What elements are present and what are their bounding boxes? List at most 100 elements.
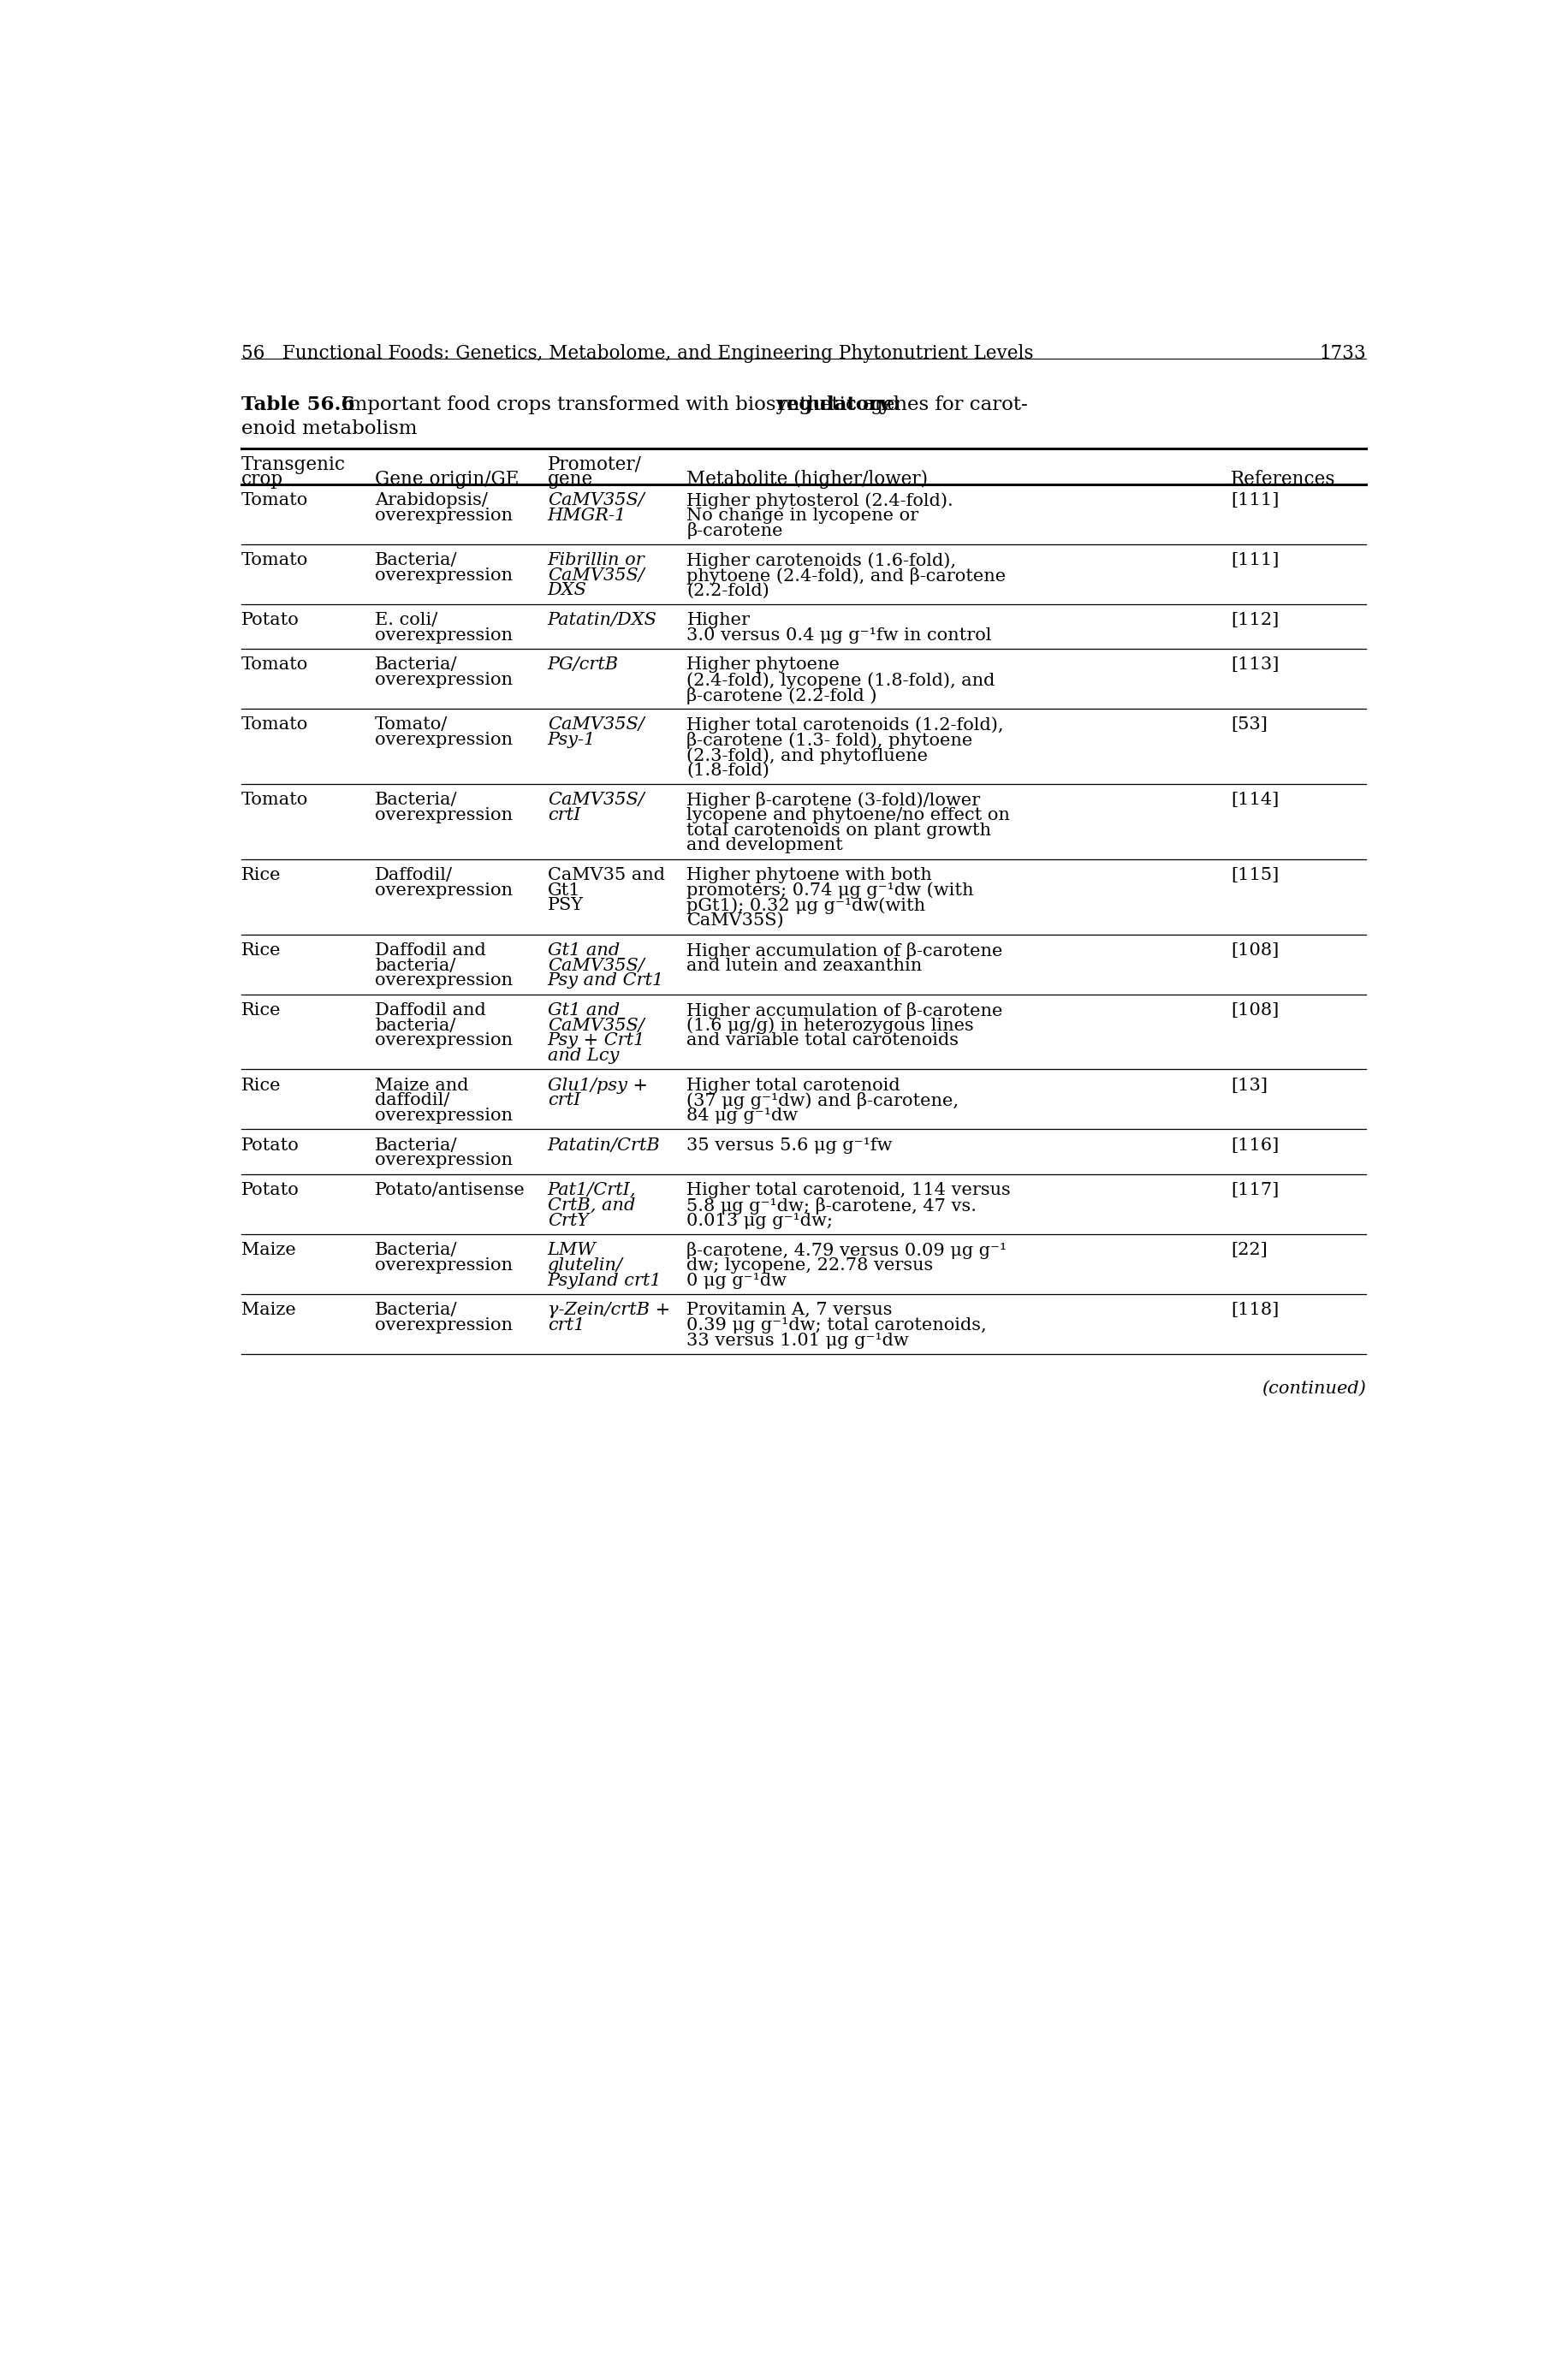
Text: CaMV35S/: CaMV35S/ bbox=[547, 1017, 644, 1034]
Text: Tomato: Tomato bbox=[241, 791, 307, 808]
Text: [108]: [108] bbox=[1231, 1003, 1279, 1019]
Text: [118]: [118] bbox=[1231, 1302, 1279, 1319]
Text: Potato/antisense: Potato/antisense bbox=[375, 1183, 525, 1198]
Text: Potato: Potato bbox=[241, 1183, 299, 1198]
Text: Higher phytosterol (2.4-fold).: Higher phytosterol (2.4-fold). bbox=[687, 492, 953, 508]
Text: Rice: Rice bbox=[241, 1003, 281, 1019]
Text: overexpression: overexpression bbox=[375, 1107, 513, 1124]
Text: β-carotene, 4.79 versus 0.09 μg g⁻¹: β-carotene, 4.79 versus 0.09 μg g⁻¹ bbox=[687, 1243, 1007, 1259]
Text: 3.0 versus 0.4 μg g⁻¹fw in control: 3.0 versus 0.4 μg g⁻¹fw in control bbox=[687, 627, 993, 644]
Text: (37 μg g⁻¹dw) and β-carotene,: (37 μg g⁻¹dw) and β-carotene, bbox=[687, 1093, 960, 1110]
Text: (2.3-fold), and phytofluene: (2.3-fold), and phytofluene bbox=[687, 746, 928, 765]
Text: overexpression: overexpression bbox=[375, 672, 513, 689]
Text: E. coli/: E. coli/ bbox=[375, 613, 437, 627]
Text: Bacteria/: Bacteria/ bbox=[375, 1243, 458, 1259]
Text: Higher phytoene: Higher phytoene bbox=[687, 656, 840, 672]
Text: Bacteria/: Bacteria/ bbox=[375, 551, 458, 568]
Text: HMGR-1: HMGR-1 bbox=[547, 506, 627, 523]
Text: regulatory: regulatory bbox=[776, 397, 891, 416]
Text: and development: and development bbox=[687, 836, 844, 853]
Text: Tomato: Tomato bbox=[241, 551, 307, 568]
Text: [111]: [111] bbox=[1231, 551, 1279, 568]
Text: gene: gene bbox=[547, 470, 593, 489]
Text: glutelin/: glutelin/ bbox=[547, 1257, 622, 1274]
Text: Rice: Rice bbox=[241, 943, 281, 958]
Text: Table 56.6: Table 56.6 bbox=[241, 397, 354, 416]
Text: Bacteria/: Bacteria/ bbox=[375, 1138, 458, 1152]
Text: CrtB, and: CrtB, and bbox=[547, 1198, 635, 1214]
Text: crtI: crtI bbox=[547, 1093, 580, 1110]
Text: Maize: Maize bbox=[241, 1243, 296, 1259]
Text: Rice: Rice bbox=[241, 867, 281, 884]
Text: 0 μg g⁻¹dw: 0 μg g⁻¹dw bbox=[687, 1274, 787, 1288]
Text: bacteria/: bacteria/ bbox=[375, 1017, 456, 1034]
Text: Transgenic: Transgenic bbox=[241, 456, 345, 473]
Text: and lutein and zeaxanthin: and lutein and zeaxanthin bbox=[687, 958, 922, 974]
Text: Higher: Higher bbox=[687, 613, 750, 627]
Text: Gene origin/GE: Gene origin/GE bbox=[375, 470, 519, 489]
Text: References: References bbox=[1231, 470, 1336, 489]
Text: dw; lycopene, 22.78 versus: dw; lycopene, 22.78 versus bbox=[687, 1257, 933, 1274]
Text: [108]: [108] bbox=[1231, 943, 1279, 958]
Text: Higher total carotenoid, 114 versus: Higher total carotenoid, 114 versus bbox=[687, 1183, 1011, 1198]
Text: Metabolite (higher/lower): Metabolite (higher/lower) bbox=[687, 470, 928, 489]
Text: [114]: [114] bbox=[1231, 791, 1279, 808]
Text: promoters; 0.74 μg g⁻¹dw (with: promoters; 0.74 μg g⁻¹dw (with bbox=[687, 881, 974, 898]
Text: overexpression: overexpression bbox=[375, 881, 513, 898]
Text: overexpression: overexpression bbox=[375, 808, 513, 824]
Text: enoid metabolism: enoid metabolism bbox=[241, 421, 417, 440]
Text: total carotenoids on plant growth: total carotenoids on plant growth bbox=[687, 822, 991, 839]
Text: overexpression: overexpression bbox=[375, 568, 513, 584]
Text: Gt1 and: Gt1 and bbox=[547, 943, 619, 958]
Text: genes for carot-: genes for carot- bbox=[866, 397, 1029, 416]
Text: (2.4-fold), lycopene (1.8-fold), and: (2.4-fold), lycopene (1.8-fold), and bbox=[687, 672, 996, 689]
Text: 33 versus 1.01 μg g⁻¹dw: 33 versus 1.01 μg g⁻¹dw bbox=[687, 1333, 909, 1350]
Text: overexpression: overexpression bbox=[375, 972, 513, 988]
Text: Psy and Crt1: Psy and Crt1 bbox=[547, 972, 665, 988]
Text: Provitamin A, 7 versus: Provitamin A, 7 versus bbox=[687, 1302, 892, 1319]
Text: PG/crtB: PG/crtB bbox=[547, 656, 619, 672]
Text: [117]: [117] bbox=[1231, 1183, 1279, 1198]
Text: overexpression: overexpression bbox=[375, 627, 513, 644]
Text: Tomato: Tomato bbox=[241, 656, 307, 672]
Text: Daffodil and: Daffodil and bbox=[375, 1003, 486, 1019]
Text: (1.6 μg/g) in heterozygous lines: (1.6 μg/g) in heterozygous lines bbox=[687, 1017, 974, 1034]
Text: 35 versus 5.6 μg g⁻¹fw: 35 versus 5.6 μg g⁻¹fw bbox=[687, 1138, 892, 1152]
Text: Higher accumulation of β-carotene: Higher accumulation of β-carotene bbox=[687, 1003, 1004, 1019]
Text: (2.2-fold): (2.2-fold) bbox=[687, 582, 770, 599]
Text: (1.8-fold): (1.8-fold) bbox=[687, 763, 770, 779]
Text: [116]: [116] bbox=[1231, 1138, 1279, 1152]
Text: [111]: [111] bbox=[1231, 492, 1279, 508]
Text: 56   Functional Foods: Genetics, Metabolome, and Engineering Phytonutrient Level: 56 Functional Foods: Genetics, Metabolom… bbox=[241, 345, 1033, 364]
Text: and variable total carotenoids: and variable total carotenoids bbox=[687, 1034, 960, 1048]
Text: Gt1: Gt1 bbox=[547, 881, 580, 898]
Text: β-carotene (1.3- fold), phytoene: β-carotene (1.3- fold), phytoene bbox=[687, 732, 972, 748]
Text: Gt1 and: Gt1 and bbox=[547, 1003, 619, 1019]
Text: 0.39 μg g⁻¹dw; total carotenoids,: 0.39 μg g⁻¹dw; total carotenoids, bbox=[687, 1316, 986, 1333]
Text: phytoene (2.4-fold), and β-carotene: phytoene (2.4-fold), and β-carotene bbox=[687, 568, 1007, 584]
Text: crtI: crtI bbox=[547, 808, 580, 824]
Text: CrtY: CrtY bbox=[547, 1212, 588, 1228]
Text: Higher carotenoids (1.6-fold),: Higher carotenoids (1.6-fold), bbox=[687, 551, 956, 568]
Text: 5.8 μg g⁻¹dw; β-carotene, 47 vs.: 5.8 μg g⁻¹dw; β-carotene, 47 vs. bbox=[687, 1198, 977, 1214]
Text: [113]: [113] bbox=[1231, 656, 1279, 672]
Text: overexpression: overexpression bbox=[375, 732, 513, 748]
Text: β-carotene: β-carotene bbox=[687, 523, 782, 539]
Text: [53]: [53] bbox=[1231, 718, 1267, 734]
Text: [13]: [13] bbox=[1231, 1076, 1267, 1093]
Text: CaMV35S): CaMV35S) bbox=[687, 912, 784, 929]
Text: CaMV35S/: CaMV35S/ bbox=[547, 492, 644, 508]
Text: [112]: [112] bbox=[1231, 613, 1279, 627]
Text: Glu1/psy +: Glu1/psy + bbox=[547, 1076, 648, 1093]
Text: Higher total carotenoid: Higher total carotenoid bbox=[687, 1076, 900, 1093]
Text: Daffodil and: Daffodil and bbox=[375, 943, 486, 958]
Text: Daffodil/: Daffodil/ bbox=[375, 867, 453, 884]
Text: overexpression: overexpression bbox=[375, 1152, 513, 1169]
Text: Bacteria/: Bacteria/ bbox=[375, 791, 458, 808]
Text: CaMV35S/: CaMV35S/ bbox=[547, 791, 644, 808]
Text: No change in lycopene or: No change in lycopene or bbox=[687, 506, 919, 523]
Text: (continued): (continued) bbox=[1262, 1380, 1366, 1397]
Text: lycopene and phytoene/no effect on: lycopene and phytoene/no effect on bbox=[687, 808, 1010, 824]
Text: crt1: crt1 bbox=[547, 1316, 585, 1333]
Text: γ-Zein/crtB +: γ-Zein/crtB + bbox=[547, 1302, 670, 1319]
